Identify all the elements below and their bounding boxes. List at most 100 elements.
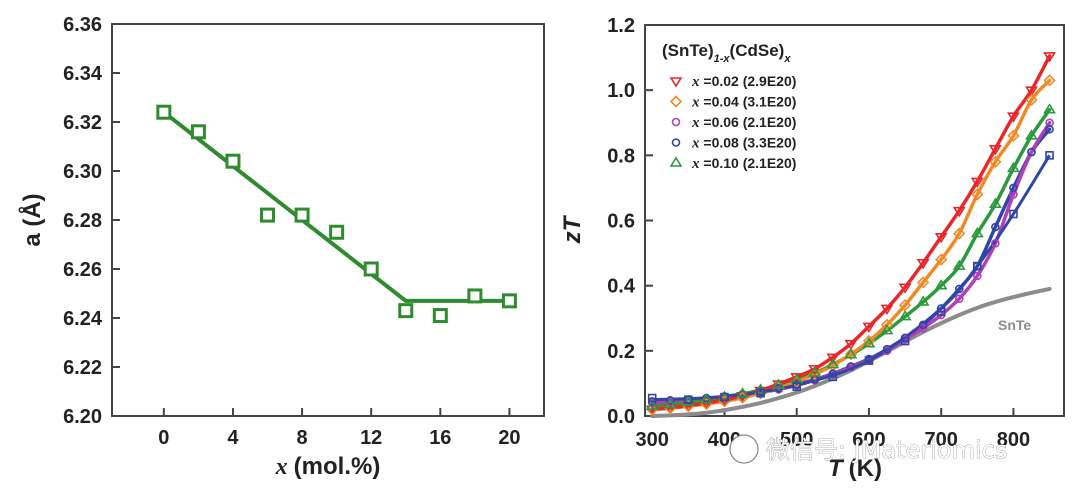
- x-tick-label-a: 0: [158, 427, 169, 449]
- data-point: [880, 318, 894, 331]
- legend-title: (SnTe)1-x(CdSe)x: [662, 41, 791, 65]
- data-point-a: [156, 104, 172, 120]
- data-point: [720, 392, 729, 402]
- wechat-icon: [729, 434, 759, 464]
- data-point: [880, 324, 894, 335]
- data-point: [973, 271, 982, 281]
- y-ticks-a: 6.20 6.22 6.24 6.26 6.28 6.30 6.32 6.34 6.36: [63, 14, 120, 428]
- data-point: [808, 364, 822, 376]
- x-axis-label-a: x (mol.%): [275, 453, 381, 480]
- data-point: [1025, 86, 1038, 97]
- data-point: [1006, 112, 1020, 123]
- data-point: [952, 206, 966, 218]
- data-point: [684, 395, 693, 405]
- x-axis-label-unit-a: (mol.%): [294, 453, 381, 480]
- data-point: [918, 320, 928, 330]
- legend-label-text: =0.04 (3.1E20): [700, 94, 797, 110]
- data-point: [826, 358, 840, 369]
- data-point: [898, 310, 912, 321]
- data-point-a: [467, 288, 483, 304]
- series-line-alt: [652, 154, 1051, 402]
- legend-title-main2: (CdSe): [730, 41, 785, 60]
- series-lines-b: [650, 54, 1052, 418]
- zt-chart: 0.00.20.40.60.81.01.2 300 400 500 600 700 800…: [559, 15, 1065, 482]
- lattice-parameter-chart: 6.20 6.22 6.24 6.26 6.28 6.30 6.32 6.34 6.36 0 4 8…: [18, 14, 545, 480]
- legend-marker: [669, 156, 683, 167]
- legend-label-var: x: [691, 115, 700, 131]
- y-tick-label-a: 6.20: [63, 406, 102, 428]
- x-tick-label-b: 700: [925, 429, 958, 451]
- data-point: [862, 322, 876, 333]
- data-point: [991, 222, 1000, 232]
- x-tick-label-a: 8: [297, 427, 308, 449]
- data-point: [736, 387, 749, 398]
- y-tick-label-a: 6.24: [63, 308, 103, 330]
- data-point: [900, 336, 910, 346]
- x-axis-label-var-b: T: [828, 455, 845, 482]
- data-point: [681, 395, 695, 407]
- legend-items: x =0.02 (2.9E20)x =0.04 (3.1E20)x =0.06 …: [669, 73, 797, 172]
- data-markers-a: [156, 104, 517, 324]
- data-point: [1045, 151, 1054, 160]
- data-point: [952, 259, 966, 270]
- data-point: [826, 353, 840, 364]
- data-point: [989, 155, 1002, 168]
- y-tick-label-b: 1.2: [607, 15, 635, 37]
- x-axis-label-b: T (K): [828, 455, 882, 482]
- data-point: [954, 284, 964, 294]
- y-tick-label-a: 6.26: [63, 259, 102, 281]
- watermark-text: 微信号: JMateriomics: [766, 436, 1007, 464]
- x-tick-label-b: 300: [636, 429, 669, 451]
- data-point-a: [432, 308, 448, 324]
- data-point: [882, 344, 892, 354]
- data-point: [1009, 209, 1018, 219]
- data-point: [880, 304, 894, 315]
- legend-label: x =0.08 (3.3E20): [691, 135, 796, 152]
- data-point: [916, 259, 930, 270]
- x-tick-label-a: 12: [360, 427, 382, 449]
- data-point: [1027, 147, 1036, 157]
- x-ticks-a: 0 4 8 12 16 20: [158, 408, 521, 449]
- y-tick-label-b: 0.6: [607, 211, 635, 233]
- y-tick-label-b: 0.2: [607, 341, 635, 363]
- legend-label-text: =0.06 (2.1E20): [700, 114, 797, 130]
- data-point: [647, 393, 657, 403]
- data-point: [1025, 93, 1038, 107]
- data-point: [844, 339, 858, 351]
- legend-label-text: =0.02 (2.9E20): [700, 73, 797, 89]
- x-tick-label-b: 600: [852, 429, 885, 451]
- y-tick-label-a: 6.28: [63, 210, 102, 232]
- x-tick-label-a: 20: [498, 427, 520, 449]
- data-point: [1007, 129, 1020, 142]
- data-point-a: [363, 261, 379, 277]
- legend-label-var: x: [691, 156, 700, 172]
- data-point: [665, 396, 675, 405]
- data-point: [916, 295, 930, 306]
- data-point: [864, 356, 874, 365]
- data-point: [970, 227, 984, 238]
- data-point-a: [501, 293, 517, 309]
- legend-title-sub1: 1-x: [714, 53, 731, 65]
- data-point: [936, 307, 946, 317]
- y-tick-label-a: 6.30: [63, 161, 102, 183]
- data-point: [772, 378, 786, 389]
- x-axis-label-unit-b: (K): [849, 455, 882, 482]
- y-tick-label-a: 6.36: [63, 14, 102, 36]
- data-point: [988, 145, 1002, 156]
- data-point: [918, 323, 928, 333]
- data-point: [808, 366, 822, 377]
- data-point: [1043, 52, 1056, 63]
- legend-title-sub2: x: [783, 53, 791, 65]
- data-point: [846, 362, 856, 371]
- data-point: [1045, 124, 1054, 134]
- plot-frame-a: [111, 23, 545, 417]
- y-tick-label-a: 6.34: [63, 63, 103, 85]
- legend-label-var: x: [691, 136, 700, 152]
- data-point: [973, 261, 982, 271]
- fit-line-a: [162, 110, 510, 303]
- legend-marker: [671, 138, 681, 147]
- x-tick-label-b: 800: [997, 429, 1030, 451]
- x-ticks-b: 300 400 500 600 700 800: [636, 408, 1030, 451]
- data-point: [1043, 103, 1056, 114]
